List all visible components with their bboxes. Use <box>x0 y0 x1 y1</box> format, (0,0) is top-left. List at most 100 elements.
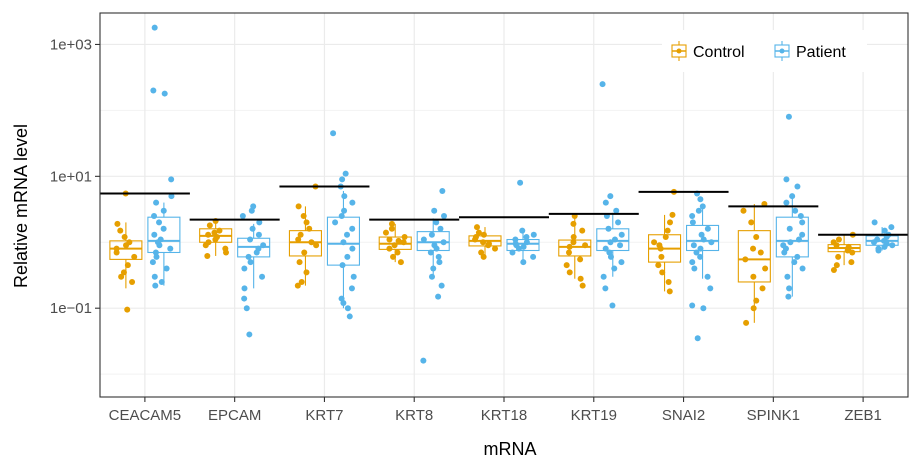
data-point <box>206 222 213 229</box>
data-point <box>397 259 404 266</box>
data-point <box>303 269 310 276</box>
data-point <box>151 273 158 280</box>
data-point <box>520 243 527 250</box>
data-point <box>113 245 120 252</box>
data-point <box>708 239 715 246</box>
data-point <box>784 273 791 280</box>
data-point <box>617 242 624 249</box>
data-point <box>297 231 304 238</box>
data-point <box>391 242 398 249</box>
data-point <box>759 285 766 292</box>
data-point <box>344 253 351 260</box>
data-point <box>388 220 395 227</box>
box-control-snai2 <box>648 214 682 292</box>
box-iqr <box>147 216 181 254</box>
data-point <box>607 239 614 246</box>
data-point <box>239 213 246 220</box>
data-point <box>151 213 158 220</box>
data-point <box>243 305 250 312</box>
legend-background <box>662 30 867 72</box>
data-point <box>256 219 263 226</box>
data-point <box>161 90 168 97</box>
data-point <box>153 199 160 206</box>
data-point <box>789 193 796 200</box>
data-point <box>394 249 401 256</box>
data-point <box>618 259 625 266</box>
legend: Control Patient <box>662 30 867 72</box>
data-point <box>156 242 163 249</box>
data-point <box>156 219 163 226</box>
data-point <box>600 273 607 280</box>
data-point <box>205 231 212 238</box>
data-point <box>160 207 167 214</box>
data-point <box>750 305 757 312</box>
data-point <box>799 231 806 238</box>
data-point <box>791 259 798 266</box>
data-point <box>704 273 711 280</box>
data-point <box>294 282 301 289</box>
data-point <box>435 293 442 300</box>
data-point <box>523 234 530 241</box>
box-iqr <box>596 228 630 252</box>
data-point <box>436 259 443 266</box>
data-point <box>655 262 662 269</box>
data-point <box>440 239 447 246</box>
data-point <box>437 225 444 232</box>
data-point <box>694 335 701 342</box>
data-point <box>881 227 888 234</box>
legend-label: Patient <box>796 44 846 61</box>
box-iqr <box>416 231 450 252</box>
data-point <box>295 203 302 210</box>
box-control-spink1 <box>737 204 771 323</box>
data-point <box>300 213 307 220</box>
data-point <box>848 259 855 266</box>
x-tick-label: KRT7 <box>305 407 343 424</box>
data-point <box>249 225 256 232</box>
data-point <box>114 220 121 227</box>
data-point <box>566 269 573 276</box>
data-point <box>794 183 801 190</box>
data-point <box>697 253 704 260</box>
data-point <box>835 236 842 243</box>
data-point <box>475 229 482 236</box>
data-point <box>247 259 254 266</box>
data-point <box>602 285 609 292</box>
data-point <box>602 245 609 252</box>
data-point <box>420 357 427 364</box>
data-point <box>241 285 248 292</box>
data-point <box>570 220 577 227</box>
data-point <box>386 236 393 243</box>
data-point <box>618 231 625 238</box>
data-point <box>247 236 254 243</box>
data-point <box>296 259 303 266</box>
x-tick-label: EPCAM <box>208 407 261 424</box>
data-point <box>700 305 707 312</box>
data-point <box>607 253 614 260</box>
data-point <box>121 234 128 241</box>
data-point <box>762 265 769 272</box>
data-point <box>566 243 573 250</box>
data-point <box>295 236 302 243</box>
data-point <box>350 273 357 280</box>
data-point <box>303 219 310 226</box>
data-point <box>799 219 806 226</box>
data-point <box>211 229 218 236</box>
data-point <box>129 278 136 285</box>
data-point <box>833 262 840 269</box>
data-point <box>695 207 702 214</box>
data-point <box>785 293 792 300</box>
data-point <box>492 245 499 252</box>
data-point <box>530 231 537 238</box>
box-iqr <box>737 230 771 283</box>
y-axis-title: Relative mRNA level <box>11 124 31 288</box>
data-point <box>666 219 673 226</box>
data-point <box>781 249 788 256</box>
data-point <box>118 273 125 280</box>
data-point <box>615 219 622 226</box>
data-point <box>400 239 407 246</box>
data-point <box>168 176 175 183</box>
data-point <box>255 231 262 238</box>
data-point <box>889 242 896 249</box>
data-point <box>753 297 760 304</box>
data-point <box>689 219 696 226</box>
